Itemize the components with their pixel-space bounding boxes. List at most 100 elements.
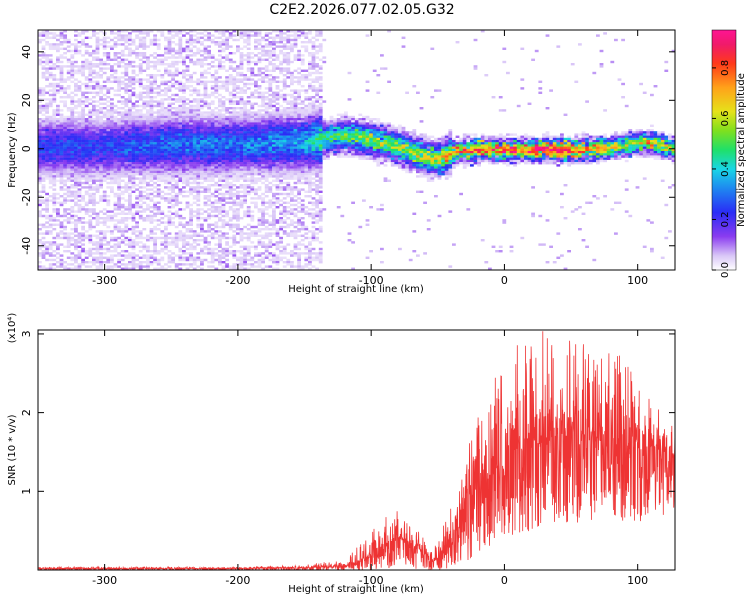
heatmap-cell: [225, 47, 229, 50]
heatmap-cell: [84, 82, 89, 86]
heatmap-cell: [56, 118, 60, 121]
heatmap-cell: [88, 241, 93, 244]
heatmap-cell: [149, 256, 154, 259]
heatmap-cell: [92, 208, 96, 211]
heatmap-cell: [131, 184, 136, 187]
heatmap-cell: [77, 232, 82, 235]
heatmap-cell: [124, 164, 129, 167]
heatmap-cell: [243, 267, 247, 270]
heatmap-cell: [178, 247, 183, 251]
heatmap-cell: [117, 225, 121, 229]
heatmap-cell: [59, 243, 64, 246]
heatmap-cell: [52, 164, 57, 167]
heatmap-cell: [45, 43, 49, 46]
heatmap-cell: [102, 162, 107, 165]
heatmap-cell: [243, 258, 247, 262]
heatmap-cell: [38, 232, 42, 235]
heatmap-cell: [254, 155, 258, 158]
heatmap-cell: [171, 107, 175, 110]
heatmap-cell: [182, 164, 186, 167]
heatmap-cell: [203, 188, 208, 191]
heatmap-cell: [239, 245, 244, 248]
heatmap-cell: [203, 113, 208, 116]
heatmap-cell: [66, 76, 71, 79]
heatmap-cell: [272, 113, 276, 116]
heatmap-cell: [128, 98, 132, 101]
heatmap-cell: [160, 258, 165, 262]
heatmap-cell: [142, 133, 147, 136]
heatmap-cell: [254, 192, 258, 196]
heatmap-cell: [48, 153, 53, 156]
heatmap-cell: [236, 67, 240, 70]
heatmap-cell: [92, 140, 96, 143]
heatmap-cell: [77, 217, 82, 220]
heatmap-cell: [135, 230, 139, 233]
heatmap-cell: [38, 170, 42, 174]
heatmap-cell: [174, 234, 179, 237]
heatmap-cell: [66, 217, 71, 220]
heatmap-cell: [45, 118, 49, 121]
heatmap-cell: [81, 258, 85, 262]
heatmap-cell: [146, 80, 150, 83]
heatmap-cell: [102, 107, 107, 110]
heatmap-cell: [106, 168, 111, 171]
heatmap-cell: [110, 164, 114, 167]
heatmap-cell: [225, 144, 229, 147]
heatmap-cell: [66, 232, 71, 235]
heatmap-cell: [110, 144, 114, 147]
heatmap-cell: [84, 140, 89, 143]
heatmap-cell: [128, 38, 132, 42]
heatmap-cell: [210, 159, 215, 163]
heatmap-cell: [92, 175, 96, 178]
heatmap-cell: [203, 175, 208, 178]
heatmap-cell: [225, 155, 229, 158]
heatmap-cell: [236, 126, 240, 130]
heatmap-cell: [228, 34, 233, 37]
heatmap-cell: [232, 184, 237, 187]
heatmap-cell: [106, 109, 111, 112]
heatmap-cell: [45, 91, 49, 94]
heatmap-cell: [268, 87, 273, 90]
heatmap-cell: [63, 201, 67, 204]
heatmap-cell: [239, 135, 244, 138]
heatmap-cell: [128, 148, 132, 152]
heatmap-cell: [142, 131, 147, 134]
heatmap-cell: [41, 34, 46, 37]
heatmap-cell: [63, 157, 67, 160]
heatmap-cell: [272, 137, 276, 141]
heatmap-cell: [167, 71, 172, 75]
heatmap-cell: [81, 131, 85, 134]
heatmap-cell: [189, 230, 193, 233]
heatmap-cell: [178, 236, 183, 240]
heatmap-cell: [135, 34, 139, 37]
heatmap-cell: [254, 45, 258, 48]
heatmap-cell: [84, 85, 89, 88]
heatmap-cell: [63, 155, 67, 158]
heatmap-cell: [243, 126, 247, 130]
heatmap-cell: [203, 142, 208, 145]
heatmap-cell: [275, 65, 280, 68]
heatmap-cell: [192, 142, 197, 145]
heatmap-cell: [228, 177, 233, 180]
heatmap-cell: [250, 126, 255, 130]
heatmap-cell: [63, 100, 67, 103]
heatmap-cell: [261, 47, 265, 50]
heatmap-cell: [232, 243, 237, 246]
heatmap-cell: [128, 195, 132, 198]
heatmap-cell: [95, 65, 100, 68]
heatmap-cell: [142, 175, 147, 178]
heatmap-cell: [182, 120, 186, 123]
heatmap-cell: [167, 47, 172, 50]
heatmap-cell: [102, 111, 107, 114]
heatmap-cell: [153, 36, 157, 39]
heatmap-cell: [88, 124, 93, 127]
heatmap-cell: [138, 203, 143, 207]
heatmap-cell: [200, 60, 204, 64]
heatmap-cell: [167, 135, 172, 138]
heatmap-cell: [264, 111, 269, 114]
heatmap-cell: [218, 157, 222, 160]
heatmap-cell: [84, 190, 89, 193]
heatmap-cell: [236, 115, 240, 119]
heatmap-cell: [174, 30, 179, 33]
heatmap-cell: [56, 47, 60, 50]
